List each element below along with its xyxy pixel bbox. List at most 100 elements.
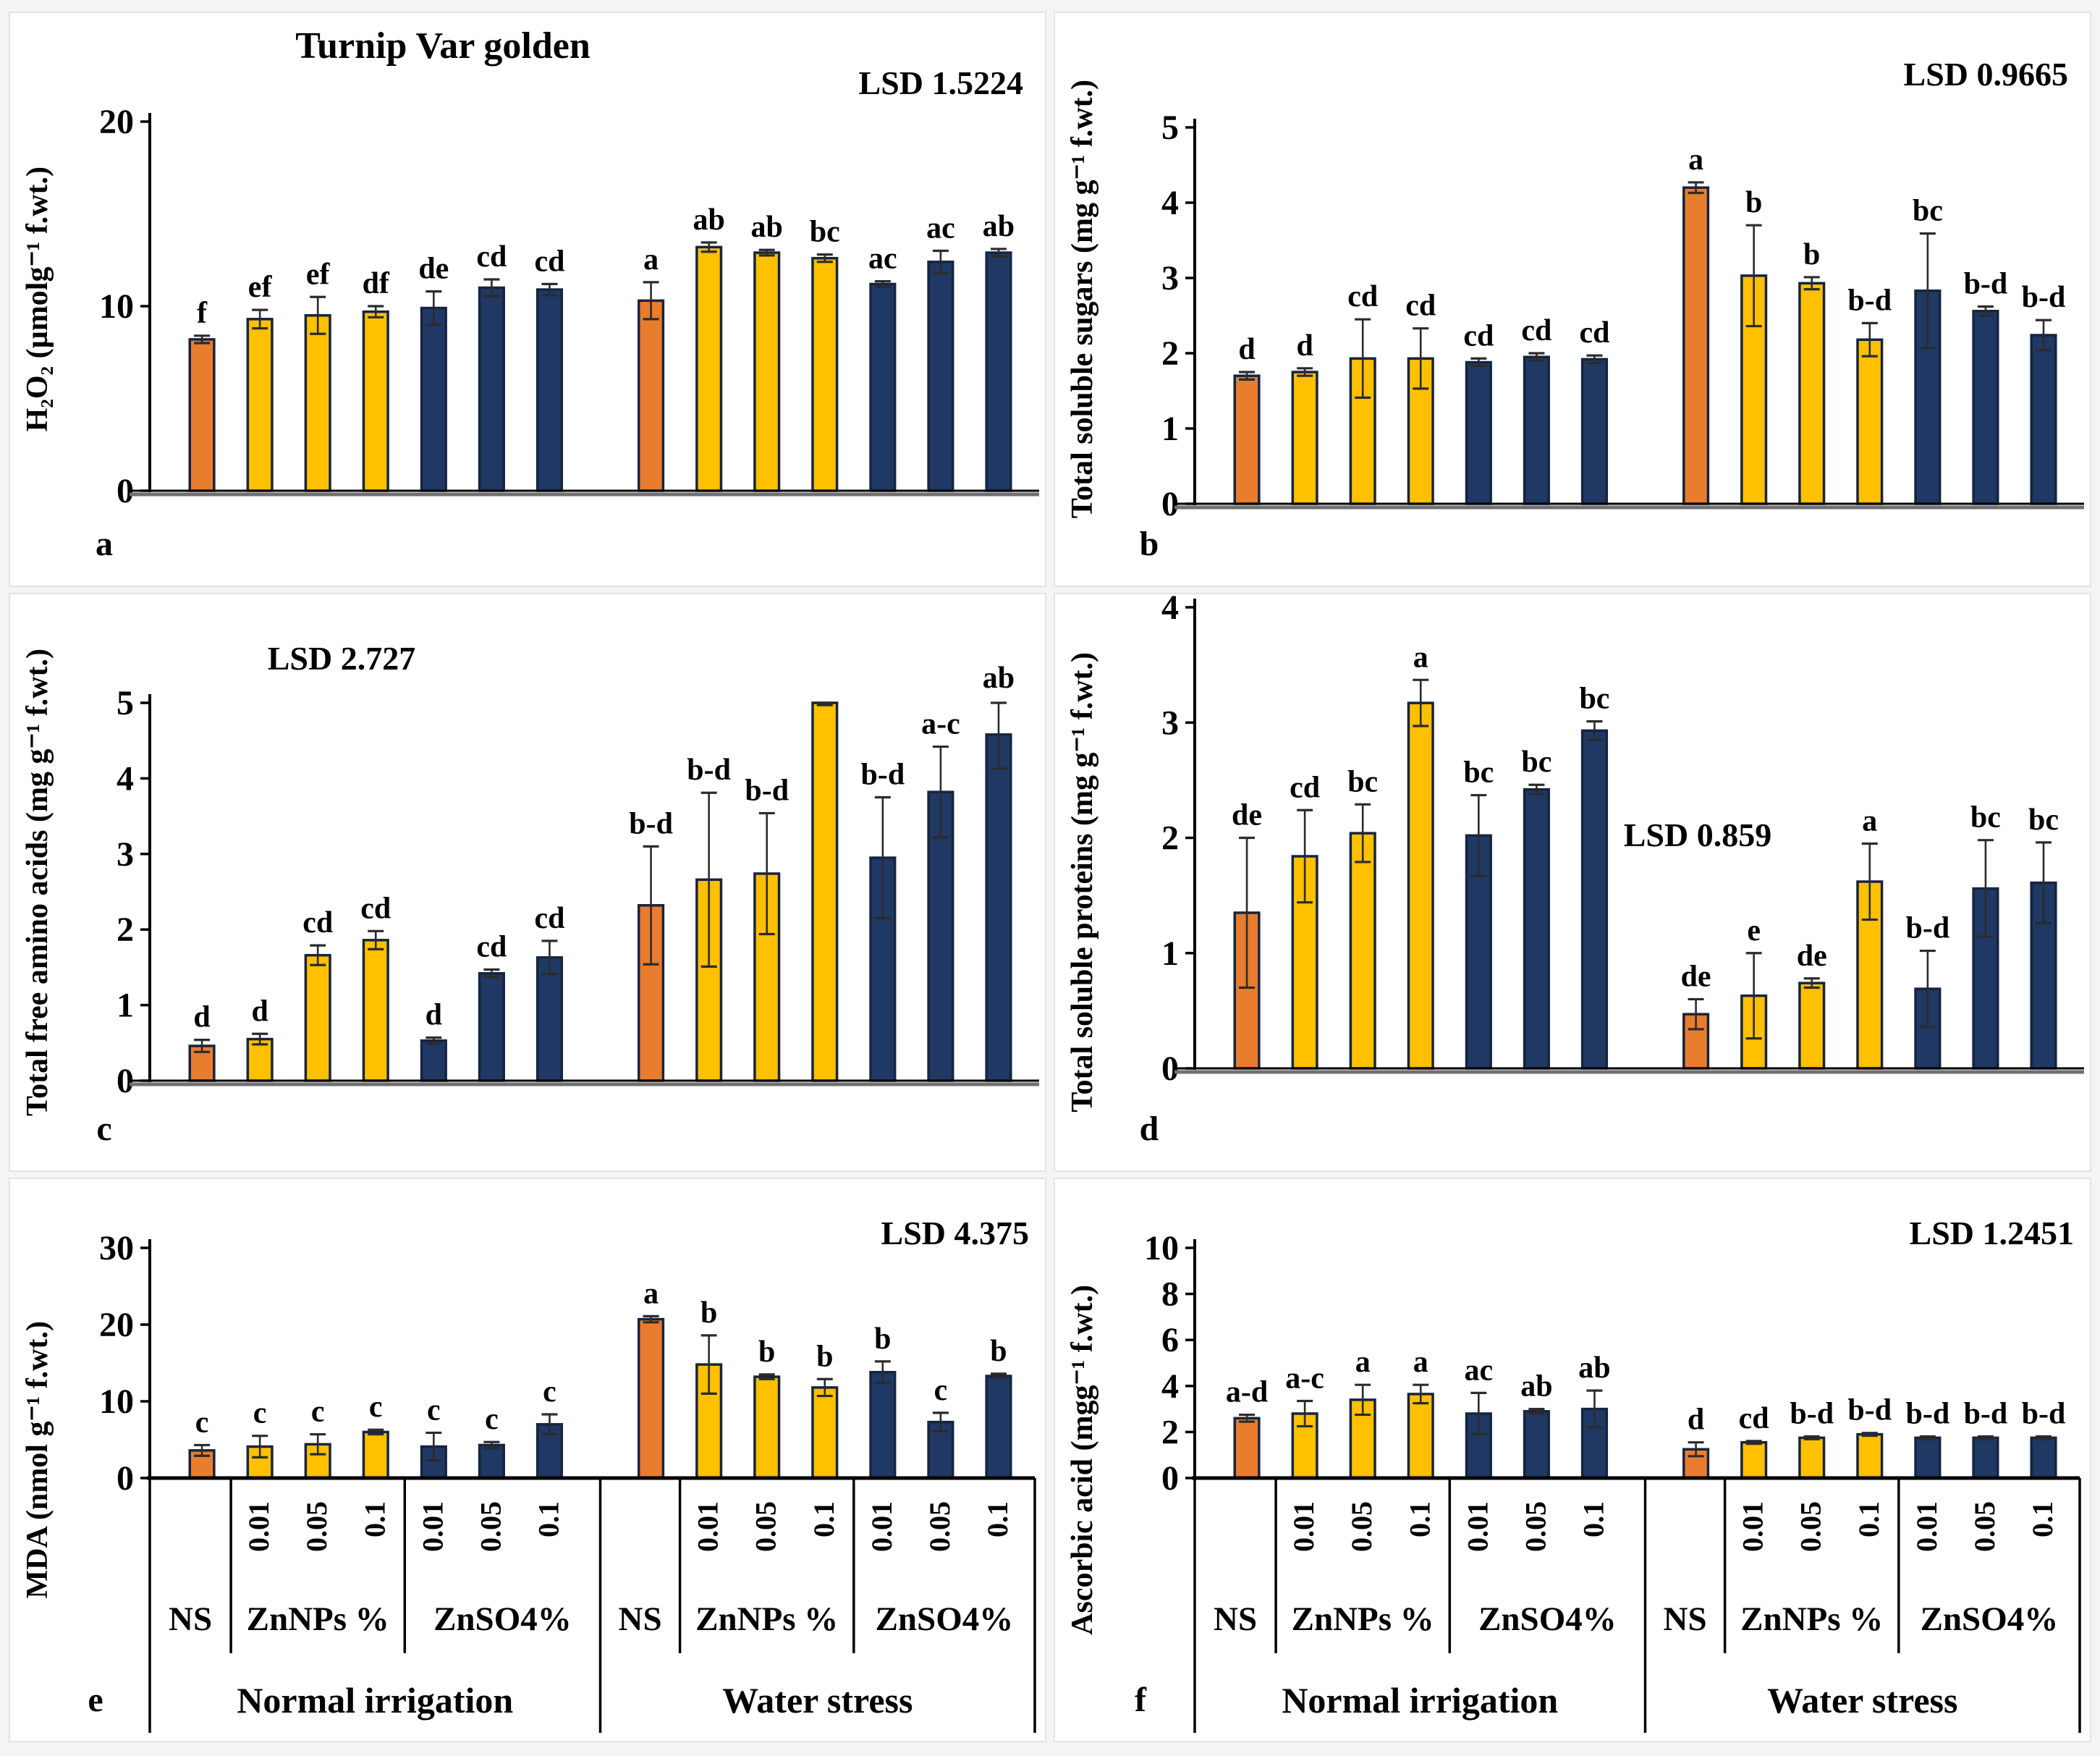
- significance-letter: b-d: [1906, 1397, 1950, 1430]
- significance-letter: c: [485, 1403, 499, 1436]
- bar: [1291, 371, 1318, 505]
- bar: [362, 310, 389, 492]
- significance-letter: ac: [1465, 1354, 1494, 1387]
- bar: [927, 261, 954, 492]
- significance-letter: c: [369, 1390, 383, 1424]
- significance-letter: a-c: [921, 708, 960, 741]
- significance-letter: a: [643, 1277, 659, 1310]
- significance-letter: b-d: [1906, 912, 1950, 945]
- bar: [1798, 282, 1826, 505]
- bar: [420, 306, 447, 492]
- significance-letter: a: [1862, 804, 1877, 837]
- lsd-annotation: LSD 1.5224: [859, 64, 1023, 101]
- y-axis-title-text: Total free amino acids (mg g⁻¹ f.wt.): [21, 648, 55, 1117]
- significance-letter: b: [700, 1296, 717, 1330]
- significance-letter: a: [1688, 143, 1703, 177]
- y-tick-label: 5: [1161, 109, 1179, 147]
- condition-label-stress: Water stress: [722, 1680, 913, 1721]
- significance-letter: ab: [693, 203, 724, 237]
- treatment-group-label: ZnSO4%: [876, 1600, 1014, 1638]
- treatment-group-label: ZnSO4%: [1478, 1600, 1617, 1638]
- x-tick-label-dose: 0.01: [1287, 1501, 1320, 1552]
- significance-letter: bc: [1579, 683, 1609, 716]
- x-tick-label-dose: 0.1: [2026, 1501, 2059, 1537]
- treatment-group-label: NS: [1214, 1600, 1257, 1638]
- significance-letter: e: [1747, 914, 1761, 947]
- significance-letter: c: [934, 1374, 948, 1407]
- significance-letter: b-d: [1964, 268, 2008, 301]
- x-tick-label-dose: 0.1: [1577, 1501, 1609, 1537]
- plot-area-a: Turnip Var golden LSD 1.5224 0 10 20 f ef ef df d…: [67, 13, 1045, 586]
- significance-letter: cd: [476, 931, 507, 964]
- significance-letter: c: [543, 1375, 556, 1409]
- significance-letter: cd: [1579, 316, 1609, 350]
- significance-letter: b-d: [1847, 284, 1892, 317]
- significance-letter: b-d: [861, 759, 905, 792]
- significance-letter: cd: [534, 245, 564, 278]
- significance-letter: b: [1745, 186, 1762, 219]
- bar: [811, 1386, 839, 1479]
- bar: [638, 299, 665, 492]
- significance-letter: ac: [868, 242, 897, 276]
- significance-letter: a: [1413, 1346, 1428, 1379]
- x-tick-label-dose: 0.01: [1461, 1501, 1494, 1552]
- significance-letter: b: [816, 1340, 833, 1373]
- significance-letter: ab: [983, 210, 1015, 243]
- significance-letter: b-d: [1847, 1394, 1892, 1427]
- y-tick-label: 2: [1161, 334, 1179, 373]
- y-tick-label: 1: [1161, 410, 1179, 448]
- significance-letter: c: [311, 1396, 325, 1429]
- bar: [869, 1370, 897, 1479]
- significance-letter: d: [251, 995, 268, 1028]
- bar: [1523, 355, 1550, 505]
- bar: [478, 286, 505, 492]
- significance-letter: a: [1355, 1346, 1371, 1379]
- panel-letter: e: [88, 1681, 103, 1719]
- significance-letter: d: [1296, 329, 1313, 363]
- x-tick-label-dose: 0.05: [1345, 1501, 1378, 1552]
- x-tick-label-dose: 0.01: [242, 1501, 275, 1552]
- significance-letter: bc: [1970, 801, 2001, 835]
- significance-letter: d: [1238, 333, 1255, 366]
- chart-title: Turnip Var golden: [295, 25, 590, 67]
- y-axis-title-c: Total free amino acids (mg g⁻¹ f.wt.): [10, 594, 67, 1170]
- panel-e: MDA (nmol g⁻¹ f.wt.) LSD 4.375 0 10 20 30 c c c…: [9, 1178, 1046, 1742]
- significance-letter: ab: [1520, 1370, 1552, 1403]
- significance-letter: f: [197, 297, 208, 330]
- bar: [638, 1317, 665, 1479]
- treatment-group-label: NS: [1664, 1600, 1707, 1638]
- y-tick-label: 1: [117, 987, 134, 1025]
- bar: [420, 1039, 447, 1082]
- bar: [362, 939, 389, 1082]
- treatment-group-label: NS: [169, 1600, 212, 1638]
- bar: [985, 1375, 1012, 1479]
- panel-letter: d: [1140, 1110, 1159, 1148]
- y-tick-label: 4: [1161, 594, 1179, 627]
- bar: [304, 314, 331, 492]
- significance-letter: b-d: [1964, 1397, 2008, 1430]
- x-tick-label-dose: 0.01: [416, 1501, 449, 1552]
- panel-a: H₂O₂ (µmolg⁻¹ f.wt.) Turnip Var golden LS…: [9, 12, 1046, 587]
- bar: [1972, 310, 1999, 505]
- bar: [1465, 360, 1492, 505]
- y-tick-label: 8: [1161, 1275, 1179, 1314]
- x-tick-label-dose: 0.1: [1853, 1501, 1885, 1537]
- bar: [1523, 1410, 1550, 1479]
- treatment-group-label: ZnSO4%: [1921, 1600, 2059, 1638]
- panel-letter: b: [1140, 525, 1159, 563]
- panel-c: Total free amino acids (mg g⁻¹ f.wt.) LS…: [9, 593, 1046, 1172]
- y-tick-label: 5: [117, 684, 134, 722]
- y-tick-label: 4: [1161, 184, 1179, 222]
- y-tick-label: 10: [99, 287, 134, 326]
- x-tick-label-dose: 0.05: [474, 1501, 507, 1552]
- y-axis-title-text: Total soluble proteins (mg g⁻¹ f.wt.): [1066, 652, 1100, 1113]
- significance-letter: b-d: [687, 754, 731, 787]
- bar: [1798, 1436, 1826, 1479]
- bar: [1233, 374, 1261, 505]
- significance-letter: c: [427, 1393, 441, 1427]
- significance-letter: bc: [2028, 803, 2059, 837]
- bar: [535, 956, 564, 1082]
- condition-label-stress: Water stress: [1767, 1680, 1957, 1721]
- significance-letter: cd: [1739, 1402, 1769, 1435]
